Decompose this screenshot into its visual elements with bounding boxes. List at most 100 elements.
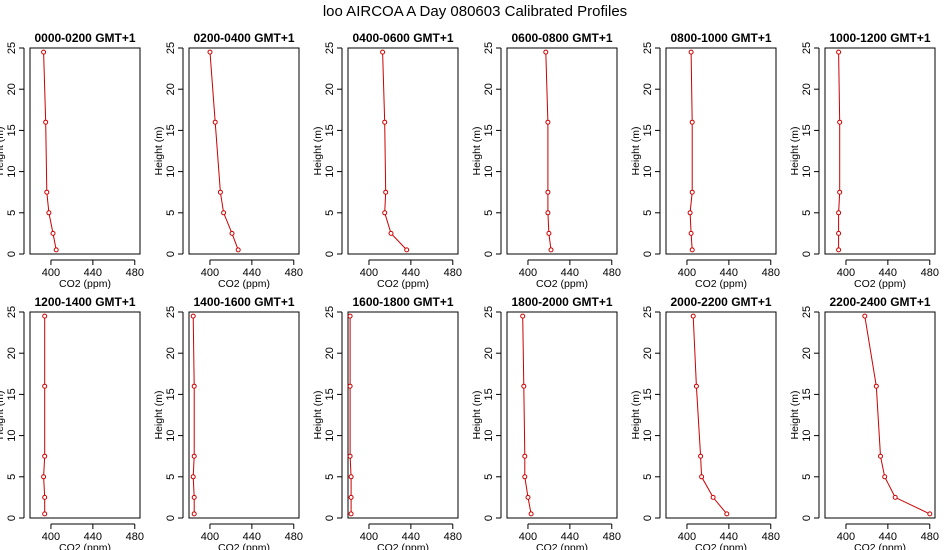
y-tick-label: 25	[642, 42, 654, 54]
profile-line	[838, 52, 841, 250]
x-tick-label: 400	[519, 531, 537, 543]
y-tick-label: 20	[324, 83, 336, 95]
x-axis-label: CO2 (ppm)	[218, 542, 270, 550]
x-axis: 400 440 480 CO2 (ppm)	[519, 523, 621, 550]
profile-point	[190, 313, 196, 319]
profile-point	[836, 247, 842, 253]
y-tick-label: 0	[6, 515, 18, 521]
x-tick-label: 480	[762, 267, 780, 279]
profile-line	[192, 316, 195, 514]
panel-title: 1800-2000 GMT+1	[511, 295, 612, 309]
x-tick-label: 400	[201, 531, 219, 543]
y-axis: 0 5 10 15 20 25 Height (m)	[153, 42, 184, 257]
y-tick-label: 10	[324, 429, 336, 441]
profile-line	[864, 316, 931, 515]
profile-line	[43, 52, 57, 250]
plot-frame	[506, 311, 618, 519]
y-tick-label: 20	[483, 347, 495, 359]
profile-point	[690, 313, 696, 319]
y-axis: 0 5 10 15 20 25 Height (m)	[789, 306, 820, 521]
plot-frame	[506, 47, 618, 255]
y-tick-label: 25	[165, 42, 177, 54]
y-axis-label: Height (m)	[312, 390, 324, 439]
y-tick-label: 15	[483, 124, 495, 136]
y-tick-label: 10	[801, 165, 813, 177]
panel-title: 0600-0800 GMT+1	[511, 31, 612, 45]
y-tick-label: 20	[483, 83, 495, 95]
y-axis: 0 5 10 15 20 25 Height (m)	[312, 306, 343, 521]
y-tick-label: 0	[165, 251, 177, 257]
y-tick-label: 25	[6, 42, 18, 54]
x-tick-label: 440	[561, 531, 579, 543]
y-tick-label: 15	[642, 388, 654, 400]
y-tick-label: 25	[324, 42, 336, 54]
figure-title: loo AIRCOA A Day 080603 Calibrated Profi…	[323, 3, 627, 20]
y-tick-label: 10	[6, 429, 18, 441]
y-tick-label: 20	[642, 347, 654, 359]
x-tick-label: 440	[243, 531, 261, 543]
profile-point	[229, 230, 235, 236]
panel-title: 1000-1200 GMT+1	[829, 31, 930, 45]
x-axis-label: CO2 (ppm)	[854, 542, 906, 550]
profile-point	[382, 210, 388, 216]
profile-point	[525, 494, 531, 500]
y-tick-label: 25	[324, 306, 336, 318]
x-tick-label: 400	[519, 267, 537, 279]
y-tick-label: 5	[324, 474, 336, 480]
y-axis-label: Height (m)	[471, 126, 483, 175]
y-tick-label: 20	[165, 347, 177, 359]
panel-title: 0800-1000 GMT+1	[670, 31, 771, 45]
y-axis-label: Height (m)	[471, 390, 483, 439]
y-tick-label: 5	[801, 474, 813, 480]
x-tick-label: 400	[678, 267, 696, 279]
x-axis: 400 440 480 CO2 (ppm)	[678, 259, 780, 290]
y-tick-label: 25	[165, 306, 177, 318]
x-tick-label: 480	[285, 267, 303, 279]
profile-point	[347, 453, 353, 459]
x-tick-label: 440	[561, 267, 579, 279]
profile-point	[41, 474, 47, 480]
y-tick-label: 15	[165, 124, 177, 136]
profile-point	[710, 494, 716, 500]
profile-point	[699, 474, 705, 480]
y-axis-label: Height (m)	[789, 390, 801, 439]
profile-point	[545, 119, 551, 125]
x-tick-label: 440	[402, 531, 420, 543]
x-tick-label: 400	[42, 531, 60, 543]
profile-point	[837, 189, 843, 195]
profile-point	[836, 210, 842, 216]
profile-point	[217, 189, 223, 195]
panel-title: 2200-2400 GMT+1	[829, 295, 930, 309]
y-tick-label: 25	[6, 306, 18, 318]
x-tick-label: 480	[126, 267, 144, 279]
profile-point	[388, 230, 394, 236]
profile-line	[382, 52, 408, 251]
y-tick-label: 5	[642, 474, 654, 480]
y-tick-label: 25	[801, 42, 813, 54]
y-tick-label: 20	[642, 83, 654, 95]
y-axis-label: Height (m)	[312, 126, 324, 175]
y-tick-label: 10	[801, 429, 813, 441]
x-tick-label: 440	[720, 267, 738, 279]
x-tick-label: 440	[84, 531, 102, 543]
x-tick-label: 400	[201, 267, 219, 279]
profile-line	[349, 316, 352, 514]
profile-point	[53, 247, 59, 253]
y-tick-label: 20	[801, 83, 813, 95]
x-axis-label: CO2 (ppm)	[218, 278, 270, 290]
plot-frame	[665, 311, 777, 519]
profile-point	[348, 511, 354, 517]
x-axis-label: CO2 (ppm)	[854, 278, 906, 290]
y-tick-label: 0	[165, 515, 177, 521]
y-tick-label: 5	[6, 210, 18, 216]
y-tick-label: 15	[801, 388, 813, 400]
plot-frame	[824, 47, 936, 255]
x-axis: 400 440 480 CO2 (ppm)	[201, 523, 303, 550]
profile-panel: 0800-1000 GMT+1 400 440 480 CO2 (ppm) 0 5 10 15 2…	[630, 31, 780, 290]
y-tick-label: 0	[324, 251, 336, 257]
x-axis-label: CO2 (ppm)	[59, 542, 111, 550]
plot-frame	[29, 311, 141, 519]
y-tick-label: 20	[6, 83, 18, 95]
profile-point	[44, 189, 50, 195]
profile-point	[212, 119, 218, 125]
